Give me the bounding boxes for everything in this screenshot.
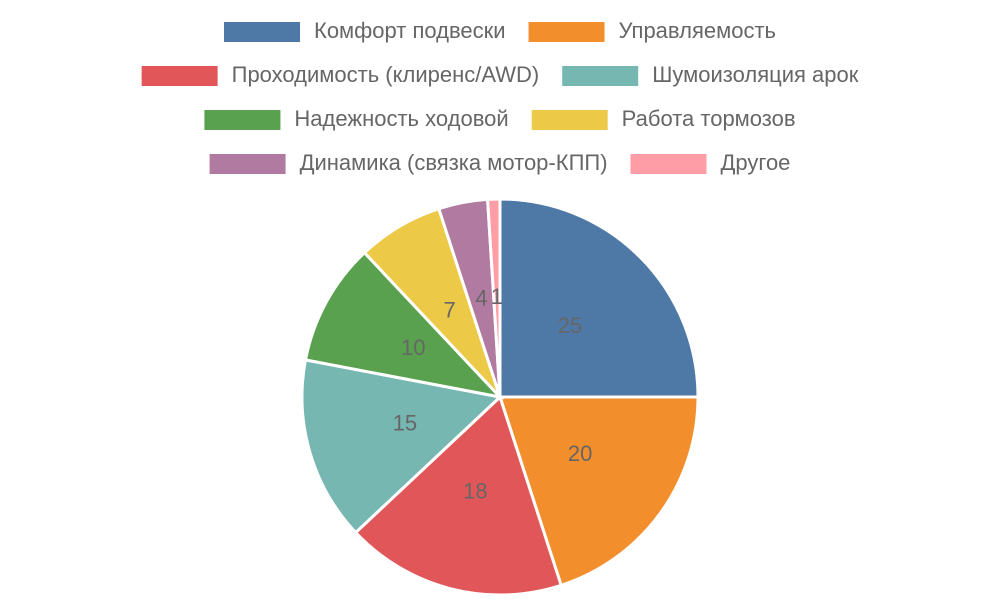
legend-swatch bbox=[204, 110, 281, 130]
data-label: 7 bbox=[443, 298, 455, 323]
data-label: 10 bbox=[401, 335, 425, 360]
legend-swatch bbox=[141, 66, 218, 86]
legend-label: Динамика (связка мотор-КПП) bbox=[300, 150, 608, 175]
data-label: 4 bbox=[475, 286, 487, 311]
legend-label: Работа тормозов bbox=[622, 106, 796, 131]
legend-swatch bbox=[531, 110, 608, 130]
data-label: 20 bbox=[568, 441, 592, 466]
legend-label: Надежность ходовой bbox=[294, 106, 508, 131]
data-label: 1 bbox=[491, 284, 503, 309]
legend-swatch bbox=[630, 154, 707, 174]
legend-label: Шумоизоляция арок bbox=[652, 62, 859, 87]
pie-slice bbox=[303, 250, 505, 400]
pie-slice bbox=[353, 394, 564, 597]
legend-swatch bbox=[224, 22, 301, 42]
legend-swatch bbox=[209, 154, 286, 174]
legend-label: Управляемость bbox=[619, 18, 776, 43]
legend-swatch bbox=[562, 66, 639, 86]
pie-slice bbox=[498, 197, 700, 399]
legend-label: Другое bbox=[721, 150, 791, 175]
pie-slice bbox=[300, 358, 504, 535]
legend-label: Проходимость (клиренс/AWD) bbox=[232, 62, 540, 87]
data-label: 18 bbox=[463, 479, 487, 504]
data-label: 15 bbox=[393, 410, 417, 435]
legend-label: Комфорт подвески bbox=[314, 18, 506, 43]
legend-swatch bbox=[528, 22, 605, 42]
pie-slice bbox=[497, 395, 700, 588]
data-label: 25 bbox=[558, 313, 582, 338]
pie-slice bbox=[485, 197, 502, 398]
